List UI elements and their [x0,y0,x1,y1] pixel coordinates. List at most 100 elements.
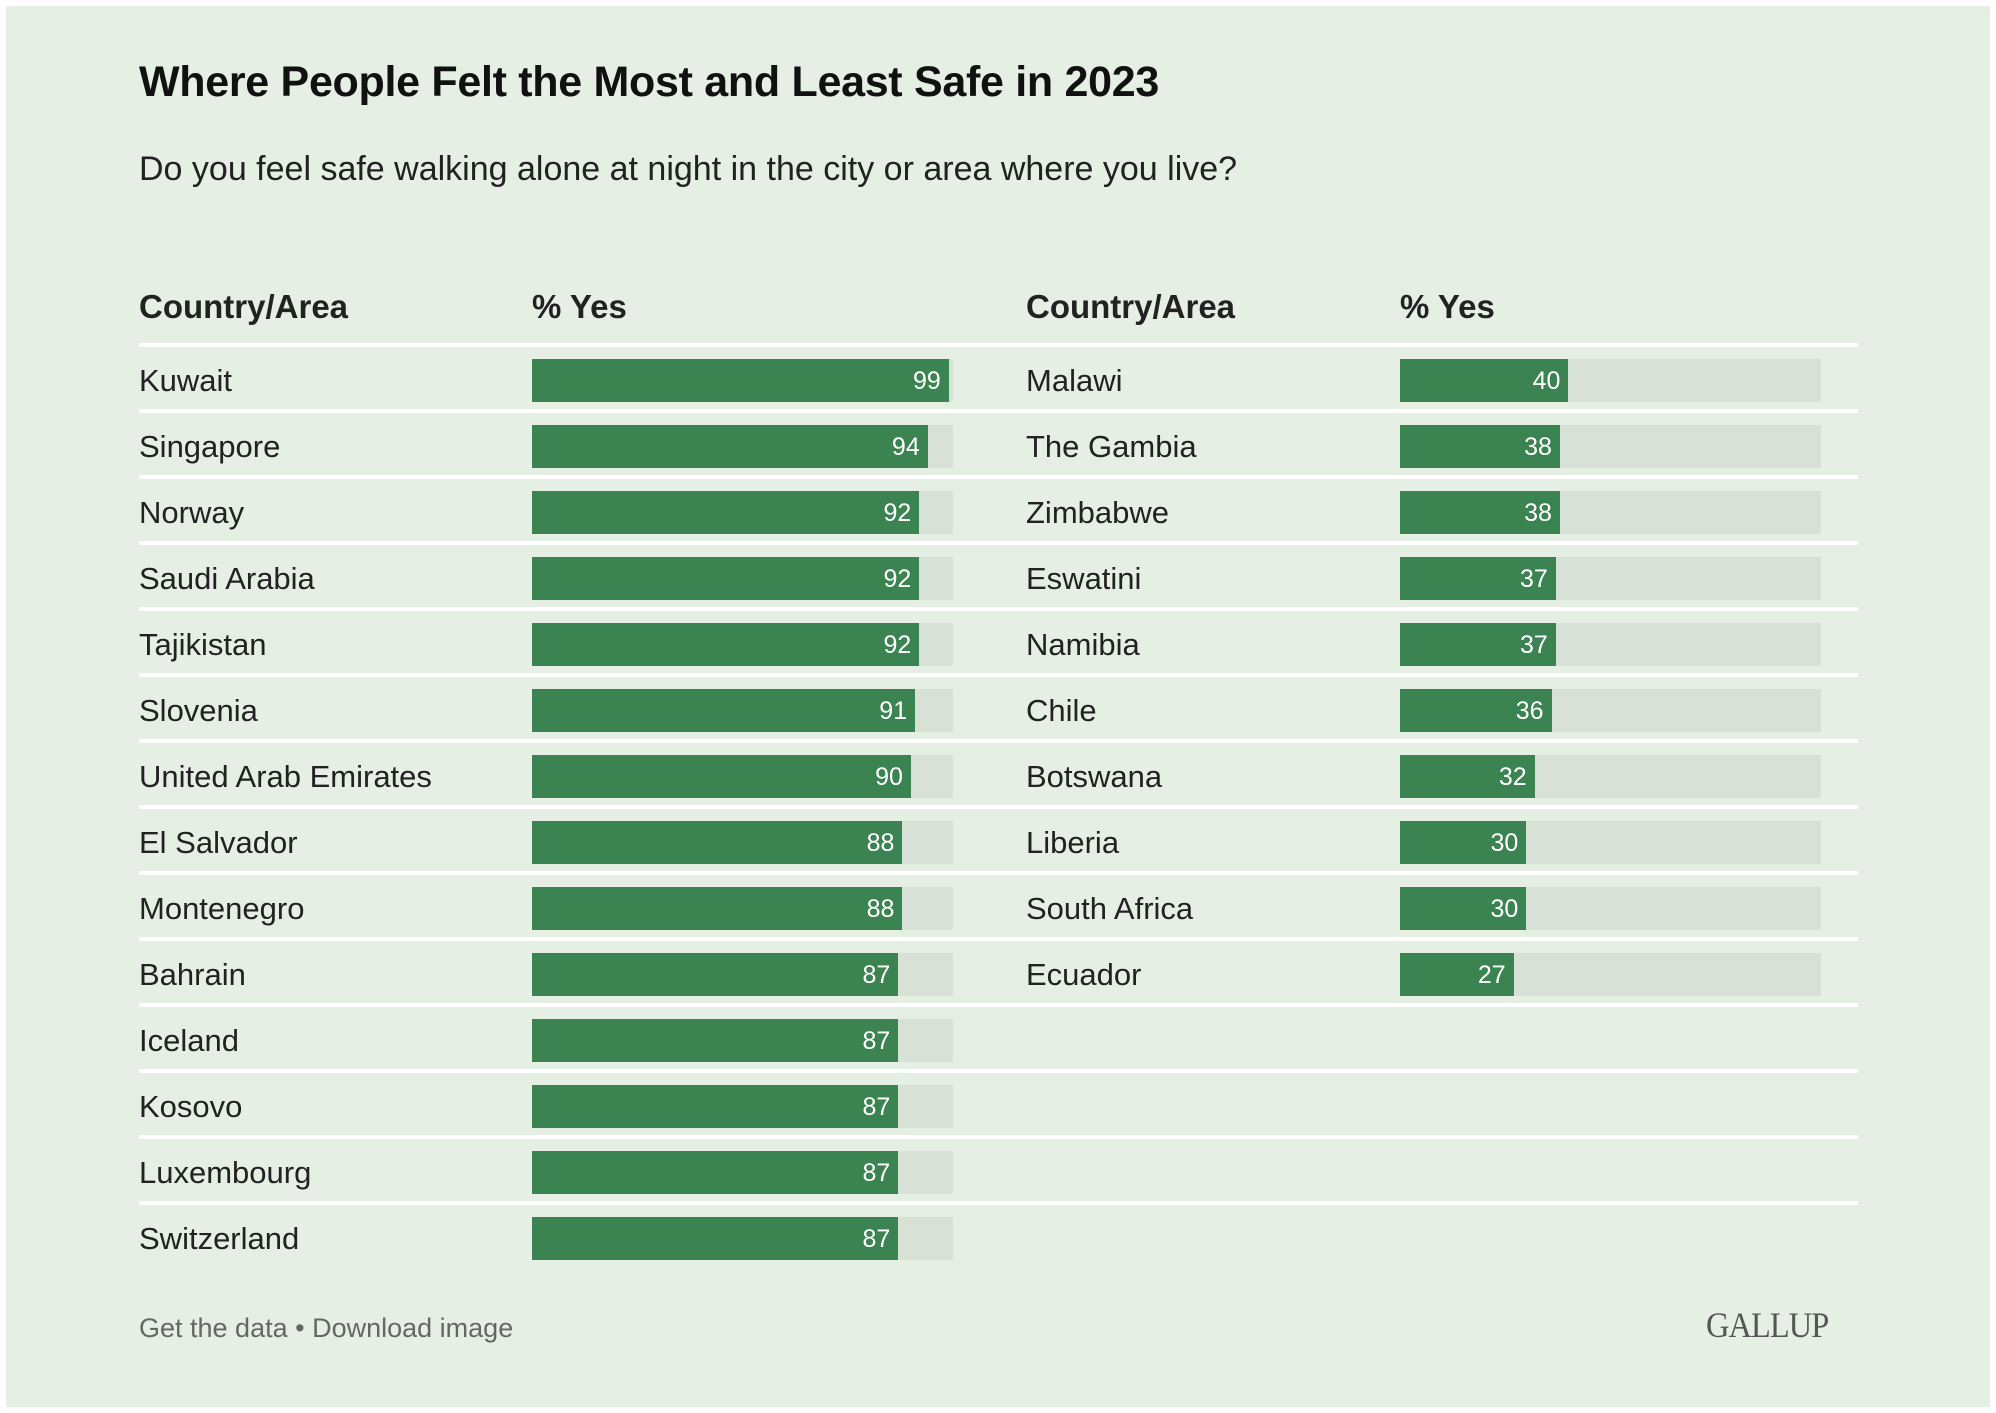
chart-subtitle: Do you feel safe walking alone at night … [139,150,1238,188]
row-divider [139,1069,1858,1073]
left-header-country: Country/Area [139,288,349,325]
country-label: Malawi [1026,363,1123,398]
bar-value-label: 37 [1519,631,1548,659]
bar-track: 32 [1400,755,1821,798]
bar: 30 [1400,821,1527,864]
footer-links: Get the data • Download image [139,1313,513,1344]
bar-track: 38 [1400,491,1821,534]
bar: 38 [1400,491,1560,534]
bar: 92 [532,491,920,534]
bar: 87 [532,1151,899,1194]
bar: 88 [532,821,903,864]
bar-value-label: 88 [866,895,895,923]
bar-track: 30 [1400,821,1821,864]
bar: 90 [532,755,911,798]
bar-value-label: 92 [883,631,912,659]
gallup-logo: GALLUP [1706,1305,1829,1345]
bar-track: 87 [532,1217,953,1260]
row-divider [139,475,1858,479]
bar: 37 [1400,557,1556,600]
bar-track: 37 [1400,557,1821,600]
bar-value-label: 88 [866,829,895,857]
bar: 27 [1400,953,1514,996]
bar-track: 37 [1400,623,1821,666]
row-divider [139,871,1858,875]
country-label: Zimbabwe [1026,495,1169,530]
bar: 92 [532,623,920,666]
country-label: Iceland [139,1023,239,1058]
bar-value-label: 36 [1515,697,1544,725]
country-label: Namibia [1026,627,1140,662]
bar-value-label: 30 [1490,829,1519,857]
bar-value-label: 92 [883,565,912,593]
country-label: El Salvador [139,825,298,860]
bar-value-label: 38 [1524,499,1552,527]
bar-track: 87 [532,1085,953,1128]
row-divider [139,541,1858,545]
bar-value-label: 90 [875,763,903,791]
bar: 87 [532,1217,899,1260]
country-label: Switzerland [139,1221,300,1256]
bar: 99 [532,359,949,402]
bar-value-label: 99 [912,367,941,395]
bar-value-label: 38 [1524,433,1552,461]
country-label: Liberia [1026,825,1120,860]
row-divider [139,805,1858,809]
bar-value-label: 87 [862,1027,891,1055]
bar-value-label: 32 [1498,763,1527,791]
bar-track: 88 [532,887,953,930]
bar-track: 92 [532,557,953,600]
country-label: Kuwait [139,363,233,398]
country-label: Chile [1026,693,1097,728]
country-label: Botswana [1026,759,1163,794]
bar-track: 30 [1400,887,1821,930]
country-label: United Arab Emirates [139,759,432,794]
row-divider [139,739,1858,743]
bar: 32 [1400,755,1535,798]
row-divider [139,1003,1858,1007]
bar-value-label: 94 [891,433,920,461]
country-label: Eswatini [1026,561,1142,596]
row-divider [139,607,1858,611]
country-label: Kosovo [139,1089,243,1124]
country-label: Bahrain [139,957,246,992]
bar: 36 [1400,689,1552,732]
row-divider [139,673,1858,677]
row-divider [139,937,1858,941]
bar: 38 [1400,425,1560,468]
bar-track: 92 [532,623,953,666]
chart-title: Where People Felt the Most and Least Saf… [139,58,1159,106]
bar-value-label: 91 [879,697,908,725]
bar: 30 [1400,887,1527,930]
bar-track: 87 [532,1151,953,1194]
bar-track: 40 [1400,359,1821,402]
bar-value-label: 37 [1519,565,1548,593]
country-label: Singapore [139,429,281,464]
get-data-link[interactable]: Get the data [139,1313,288,1343]
bar: 37 [1400,623,1556,666]
download-image-link[interactable]: Download image [312,1313,514,1343]
bar-track: 87 [532,953,953,996]
left-header-yes: % Yes [532,288,627,325]
bar-value-label: 27 [1477,961,1506,989]
country-label: South Africa [1026,891,1194,926]
bar: 40 [1400,359,1569,402]
right-header-yes: % Yes [1400,288,1495,325]
bar-value-label: 92 [883,499,912,527]
row-divider [139,1201,1858,1205]
bar-track: 36 [1400,689,1821,732]
country-label: Montenegro [139,891,305,926]
bar: 94 [532,425,928,468]
bar: 91 [532,689,916,732]
bar: 87 [532,1019,899,1062]
bar-track: 87 [532,1019,953,1062]
bar-track: 94 [532,425,953,468]
bar-value-label: 87 [862,1159,891,1187]
bar-value-label: 87 [862,1225,891,1253]
bar-track: 38 [1400,425,1821,468]
bar-track: 88 [532,821,953,864]
bar-track: 90 [532,755,953,798]
right-header-country: Country/Area [1026,288,1236,325]
bar: 92 [532,557,920,600]
footer-separator: • [295,1313,305,1343]
